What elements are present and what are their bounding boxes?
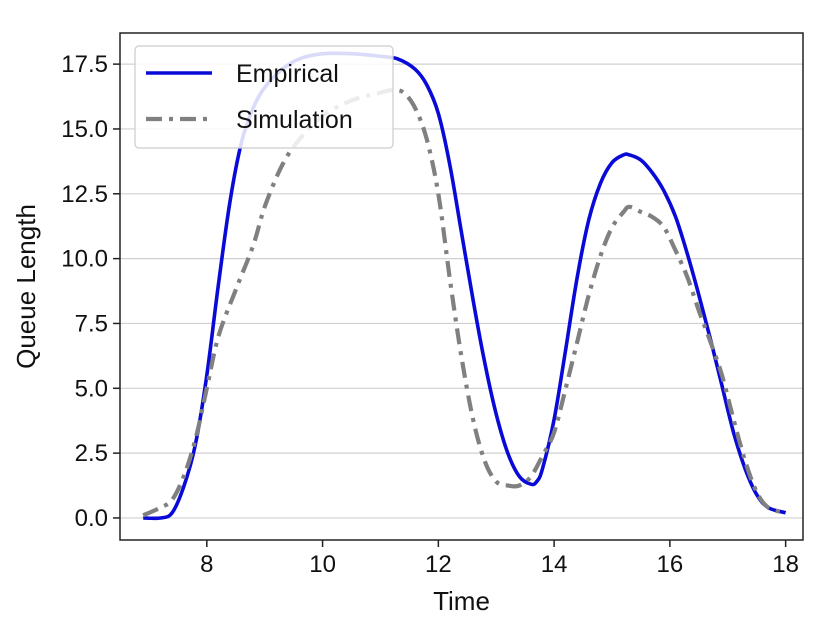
y-axis-label: Queue Length — [11, 204, 41, 369]
x-tick-label: 16 — [657, 551, 684, 578]
x-axis-label: Time — [433, 586, 490, 616]
legend: Empirical Simulation — [134, 45, 394, 149]
y-tick-label: 17.5 — [61, 51, 108, 78]
y-tick-label: 15.0 — [61, 116, 108, 143]
x-tick-label: 18 — [772, 551, 799, 578]
legend-label-empirical: Empirical — [236, 60, 339, 88]
y-tick-label: 0.0 — [75, 505, 108, 532]
x-tick-label: 12 — [425, 551, 452, 578]
axis-ticks: 0.0 2.5 5.0 7.5 10.0 12.5 15.0 17.5 8 10 12 14 16 18 — [61, 51, 799, 578]
series-line-simulation — [142, 87, 787, 518]
legend-label-simulation: Simulation — [236, 106, 353, 134]
y-tick-label: 2.5 — [75, 440, 108, 467]
plot-frame — [119, 32, 804, 541]
y-tick-label: 7.5 — [75, 310, 108, 337]
x-tick-label: 8 — [200, 551, 213, 578]
y-tick-label: 5.0 — [75, 375, 108, 402]
x-tick-label: 10 — [309, 551, 336, 578]
x-tick-label: 14 — [541, 551, 568, 578]
y-tick-label: 12.5 — [61, 181, 108, 208]
y-tick-label: 10.0 — [61, 246, 108, 273]
